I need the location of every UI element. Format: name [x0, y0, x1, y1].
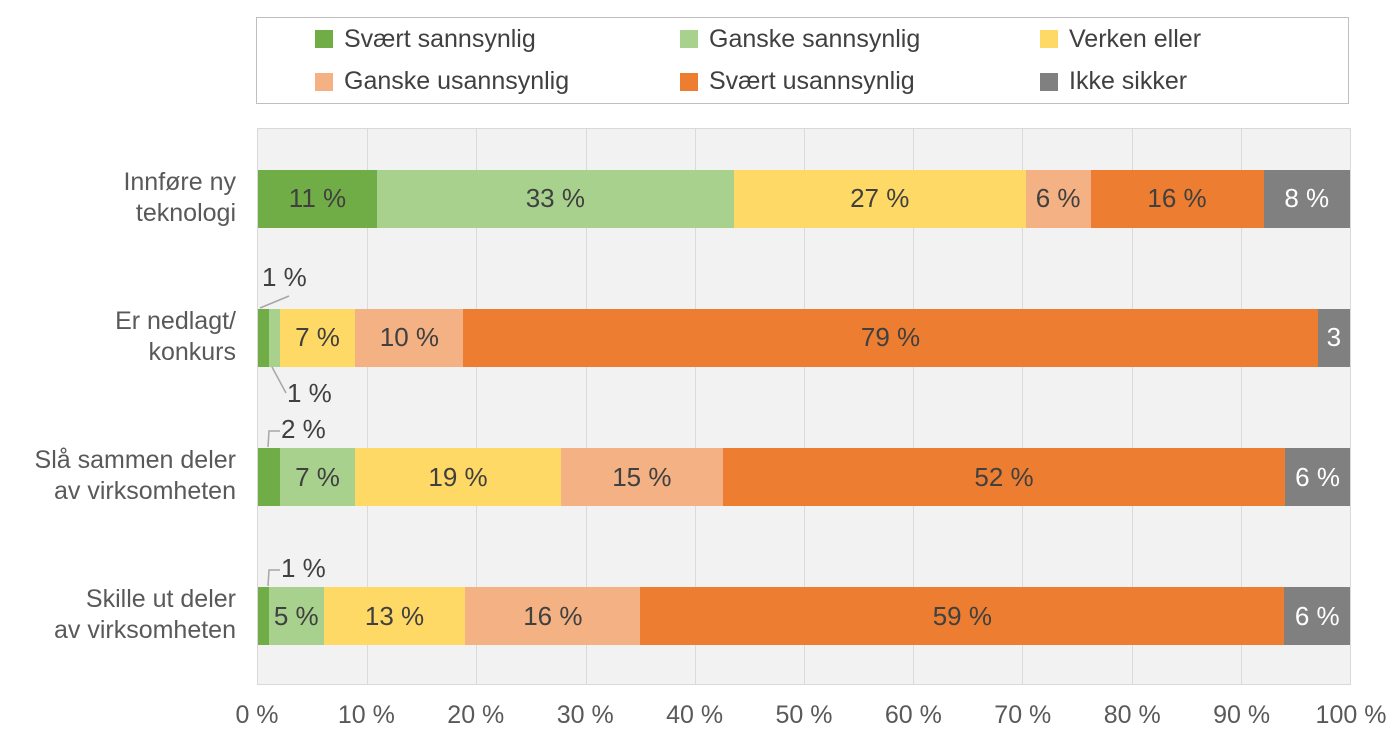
- legend-swatch-icon: [1040, 30, 1058, 49]
- legend-item: Verken eller: [1040, 25, 1348, 54]
- segment-label: 3: [1326, 322, 1342, 353]
- category-label: Skille ut deler av virksomheten: [53, 585, 236, 645]
- plot-area: 11 % 33 % 27 % 6 % 16 % 8 % 7 % 10 % 79 % 3 7 % 19 …: [257, 128, 1351, 685]
- bar-row: 5 % 13 % 16 % 59 % 6 %: [258, 587, 1350, 646]
- callout-label: 1 %: [287, 378, 332, 408]
- x-axis-tick-label: 20 %: [447, 701, 505, 729]
- legend-label: Ganske sannsynlig: [709, 24, 921, 53]
- segment-label: 11 %: [288, 183, 347, 214]
- bar-segment: 13 %: [323, 587, 466, 646]
- legend-swatch-icon: [680, 30, 698, 49]
- segment-label: 6 %: [1295, 461, 1340, 492]
- bar-segment: [268, 308, 280, 367]
- segment-label: 8 %: [1284, 183, 1330, 214]
- legend-swatch-icon: [1040, 72, 1058, 91]
- gridline: [913, 129, 915, 684]
- segment-label: 79 %: [860, 322, 921, 353]
- legend-swatch-icon: [315, 30, 333, 49]
- bar-segment: [258, 448, 280, 507]
- segment-label: 16 %: [1147, 183, 1207, 214]
- bar-row: 7 % 10 % 79 % 3: [258, 308, 1351, 367]
- bar-segment: 7 %: [279, 448, 356, 507]
- bar-segment: 5 %: [268, 587, 324, 646]
- bar-segment: 27 %: [733, 169, 1026, 228]
- segment-label: 7 %: [295, 322, 340, 353]
- legend-item: Ganske sannsynlig: [680, 25, 1040, 54]
- category-label: Er nedlagt/ konkurs: [115, 306, 236, 366]
- bar-segment: 16 %: [1090, 169, 1264, 228]
- segment-label: 52 %: [974, 461, 1034, 492]
- legend-swatch-icon: [315, 72, 333, 91]
- bar-segment: 6 %: [1285, 448, 1350, 507]
- segment-label: 19 %: [428, 461, 488, 492]
- bar-segment: 3: [1317, 308, 1351, 367]
- x-axis-tick-label: 40 %: [666, 701, 724, 729]
- gridline: [1022, 129, 1024, 684]
- segment-label: 7 %: [295, 461, 340, 492]
- x-axis-tick-label: 60 %: [884, 701, 942, 729]
- legend-label: Verken eller: [1069, 24, 1202, 53]
- x-axis-tick-label: 0 %: [235, 701, 279, 729]
- segment-label: 5 %: [273, 600, 319, 631]
- bar-segment: 33 %: [376, 169, 734, 228]
- bar-segment: [258, 587, 269, 646]
- segment-label: 10 %: [379, 322, 439, 353]
- bar-row: 11 % 33 % 27 % 6 % 16 % 8 %: [258, 169, 1351, 228]
- legend-item: Svært usannsynlig: [680, 67, 1040, 96]
- legend-item: Svært sannsynlig: [315, 25, 680, 54]
- bar-segment: 52 %: [722, 448, 1286, 507]
- category-label: Slå sammen deler av virksomheten: [34, 446, 236, 506]
- bar-segment: 7 %: [279, 308, 356, 367]
- bar-segment: 8 %: [1263, 169, 1351, 228]
- legend-label: Svært usannsynlig: [709, 67, 915, 96]
- bar-segment: 15 %: [560, 448, 723, 507]
- gridline: [1240, 129, 1242, 684]
- category-label: Innføre ny teknologi: [123, 167, 236, 227]
- segment-label: 27 %: [850, 183, 910, 214]
- x-axis-tick-label: 50 %: [775, 701, 833, 729]
- callout-label: 2 %: [281, 414, 326, 444]
- x-axis-tick-label: 90 %: [1213, 701, 1271, 729]
- segment-label: 6 %: [1294, 600, 1340, 631]
- bar-segment: 79 %: [463, 308, 1318, 367]
- bar-segment: 59 %: [640, 587, 1285, 646]
- gridline: [1131, 129, 1133, 684]
- gridline: [476, 129, 478, 684]
- segment-label: 59 %: [932, 600, 992, 631]
- callout-label: 1 %: [262, 262, 307, 292]
- gridline: [694, 129, 696, 684]
- bar-segment: 10 %: [355, 308, 464, 367]
- bar-row: 7 % 19 % 15 % 52 % 6 %: [258, 448, 1350, 507]
- bar-segment: [258, 308, 269, 367]
- segment-label: 13 %: [364, 600, 425, 631]
- bar-segment: 6 %: [1284, 587, 1350, 646]
- segment-label: 15 %: [612, 461, 672, 492]
- bar-segment: 16 %: [465, 587, 641, 646]
- legend-label: Ikke sikker: [1069, 67, 1188, 96]
- gridline: [804, 129, 805, 684]
- legend-label: Ganske usannsynlig: [344, 67, 570, 96]
- gridline: [367, 129, 369, 684]
- bar-segment: 11 %: [258, 169, 377, 228]
- legend-item: Ganske usannsynlig: [315, 67, 680, 96]
- legend-item: Ikke sikker: [1040, 67, 1348, 96]
- legend-swatch-icon: [680, 72, 698, 91]
- legend-label: Svært sannsynlig: [344, 24, 536, 53]
- x-axis-tick-label: 80 %: [1103, 701, 1161, 729]
- segment-label: 33 %: [525, 183, 585, 214]
- gridline: [585, 129, 587, 684]
- x-axis-tick-label: 10 %: [337, 701, 395, 729]
- x-axis-tick-label: 30 %: [556, 701, 614, 729]
- x-axis-tick-label: 70 %: [994, 701, 1052, 729]
- x-axis-tick-label: 100 %: [1315, 701, 1387, 729]
- bar-segment: 19 %: [355, 448, 561, 507]
- legend: Svært sannsynlig Ganske sannsynlig Verken …: [256, 17, 1349, 104]
- callout-label: 1 %: [281, 553, 326, 583]
- bar-segment: 6 %: [1025, 169, 1091, 228]
- segment-label: 6 %: [1035, 183, 1081, 214]
- segment-label: 16 %: [523, 600, 583, 631]
